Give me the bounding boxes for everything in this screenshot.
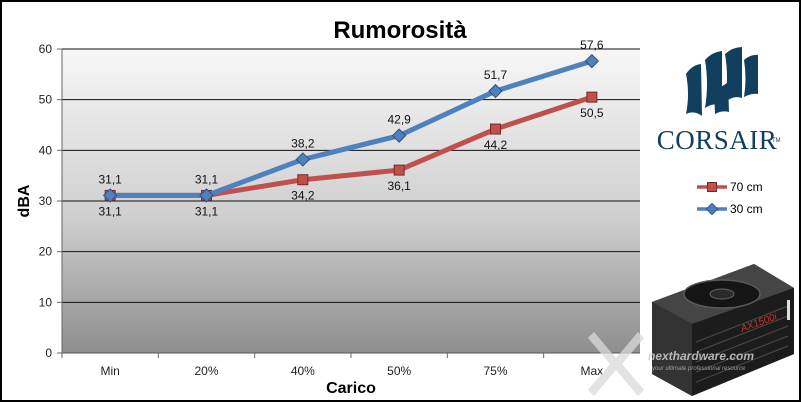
watermark-text: nexthardware.com	[648, 349, 754, 363]
brand-wordmark: CORSAIR	[657, 125, 778, 155]
x-tick-label: 40%	[291, 364, 315, 378]
legend: 70 cm 30 cm	[697, 180, 763, 216]
x-tick-label: 50%	[387, 364, 411, 378]
x-tick-label: 75%	[483, 364, 507, 378]
data-point-diamond	[295, 152, 311, 167]
data-label: 34,2	[291, 189, 315, 203]
data-label: 50,5	[580, 106, 604, 120]
watermark: nexthardware.com your ultimate professio…	[588, 332, 754, 396]
y-tick-label: 50	[39, 93, 53, 107]
legend-label: 70 cm	[730, 180, 763, 194]
watermark-subtext: your ultimate professional resource	[651, 366, 746, 372]
data-label: 51,7	[484, 68, 508, 82]
x-axis-title: Carico	[326, 380, 376, 397]
data-point-diamond	[488, 83, 503, 99]
y-axis-ticks: 0 10 20 30 40 50 60	[39, 42, 63, 360]
corsair-logo: CORSAIR TM	[657, 47, 781, 155]
data-label: 57,6	[580, 38, 604, 52]
data-label: 38,2	[291, 136, 315, 150]
series-group: 31,1 31,1 34,2 36,1 44,2 50,5 31,1 31,1 38,2 42,9…	[98, 38, 603, 218]
data-label: 31,1	[195, 172, 219, 186]
x-tick-label: Max	[580, 364, 603, 378]
data-point-diamond	[391, 128, 407, 143]
data-point-square	[297, 174, 309, 186]
data-label: 42,9	[387, 113, 411, 127]
x-tick-label: 20%	[194, 364, 218, 378]
y-tick-label: 30	[39, 194, 53, 208]
y-tick-label: 0	[45, 346, 52, 360]
series-line	[107, 58, 595, 198]
data-point-diamond	[102, 188, 118, 203]
data-label: 31,1	[195, 204, 219, 218]
data-label: 44,2	[484, 138, 508, 152]
data-label: 31,1	[98, 172, 122, 186]
ship-sails-icon	[686, 47, 758, 116]
chart-title: Rumorosità	[333, 17, 467, 44]
legend-marker-square	[707, 182, 717, 192]
legend-label: 30 cm	[730, 202, 763, 216]
data-label: 36,1	[387, 179, 411, 193]
y-tick-label: 60	[39, 42, 53, 56]
y-tick-label: 10	[39, 295, 53, 309]
data-point-square	[586, 91, 598, 103]
y-axis-title: dBA	[16, 184, 33, 217]
data-point-diamond	[199, 188, 214, 203]
x-tick-label: Min	[100, 364, 119, 378]
data-point-diamond	[584, 53, 600, 69]
watermark-logo-icon	[588, 332, 644, 396]
data-point-square	[393, 164, 405, 176]
y-tick-label: 40	[39, 143, 53, 157]
data-label: 31,1	[98, 204, 122, 218]
brand-trademark: TM	[772, 138, 781, 144]
data-point-square	[490, 123, 501, 135]
power-supply-image: AX1500i	[652, 264, 794, 396]
x-axis-ticks: Min 20% 40% 50% 75% Max	[61, 353, 603, 378]
y-tick-label: 20	[39, 245, 53, 259]
legend-marker-diamond	[705, 202, 719, 216]
